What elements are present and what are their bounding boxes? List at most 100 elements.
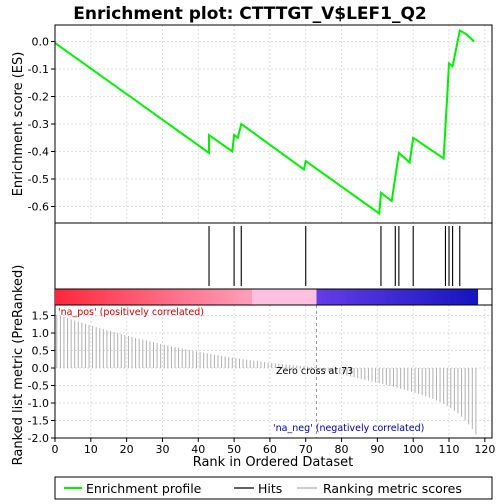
gradient-cell (466, 289, 471, 305)
gradient-cell (474, 289, 479, 305)
gradient-cell (445, 289, 450, 305)
hit-lines (208, 226, 461, 286)
gradient-cell (266, 289, 271, 305)
gradient-cell (441, 289, 446, 305)
gradient-cell (452, 289, 457, 305)
top-ytick-label: -0.1 (28, 63, 49, 76)
gradient-cell (219, 289, 224, 305)
gradient-cell (395, 289, 400, 305)
top-ytick-label: 0.0 (32, 36, 50, 49)
gradient-cell (323, 289, 328, 305)
gradient-cell (416, 289, 421, 305)
gradient-cell (431, 289, 436, 305)
gradient-cell (438, 289, 443, 305)
gradient-cell (463, 289, 468, 305)
gradient-cell (130, 289, 135, 305)
gradient-cell (277, 289, 282, 305)
bottom-xtick-label: 120 (474, 443, 495, 456)
gradient-cell (352, 289, 357, 305)
gradient-cell (334, 289, 339, 305)
bottom-ytick-label: 1.0 (32, 327, 50, 340)
gradient-cell (194, 289, 199, 305)
bottom-xtick-label: 80 (335, 443, 349, 456)
gradient-cell (291, 289, 296, 305)
gradient-cell (345, 289, 350, 305)
gradient-cell (330, 289, 335, 305)
legend: Enrichment profile Hits Ranking metric s… (54, 476, 493, 500)
bottom-panel: 1.5 1.0 0.5 0.0 -0.5 -1.0 -1.5 -2.0 0 10 20 30 40 50… (28, 304, 495, 456)
bottom-xtick-label: 100 (403, 443, 424, 456)
top-ytick-label: -0.2 (28, 91, 49, 104)
gradient-cell (423, 289, 428, 305)
gradient-cell (237, 289, 242, 305)
gradient-cell (359, 289, 364, 305)
gradient-cell (255, 289, 260, 305)
gradient-cell (209, 289, 214, 305)
gradient-cell (123, 289, 128, 305)
gradient-cell (470, 289, 475, 305)
gradient-cell (101, 289, 106, 305)
gradient-cell (155, 289, 160, 305)
gradient-cell (380, 289, 385, 305)
gradient-cell (363, 289, 368, 305)
bottom-xtick-label: 0 (52, 443, 59, 456)
gradient-cell (94, 289, 99, 305)
gradient-cell (252, 289, 256, 305)
gradient-cell (69, 289, 74, 305)
rank-gradient-bar (54, 288, 493, 306)
bottom-ytick-label: -0.5 (28, 380, 49, 393)
gradient-cell (158, 289, 163, 305)
bottom-yticks: 1.5 1.0 0.5 0.0 -0.5 -1.0 -1.5 -2.0 (28, 310, 55, 445)
gradient-cell (284, 289, 289, 305)
top-yticks: 0.0 -0.1 -0.2 -0.3 -0.4 -0.5 -0.6 (28, 36, 55, 214)
gradient-cell (294, 289, 299, 305)
gradient-cell (366, 289, 371, 305)
gradient-cell (244, 289, 249, 305)
bottom-xtick-label: 70 (299, 443, 313, 456)
gradient-cell (273, 289, 278, 305)
gradient-cell (269, 289, 274, 305)
gradient-cell (355, 289, 360, 305)
gradient-cell (137, 289, 142, 305)
gradient-cell (126, 289, 131, 305)
gradient-cell (148, 289, 153, 305)
bottom-xtick-label: 60 (263, 443, 277, 456)
gradient-cell (169, 289, 174, 305)
gradient-cell (420, 289, 425, 305)
metric-bars (56, 314, 477, 435)
bottom-panel-frame (54, 304, 493, 439)
bottom-ytick-label: -1.0 (28, 397, 49, 410)
gradient-cell (409, 289, 414, 305)
gradient-cell (144, 289, 149, 305)
enrichment-profile-line (54, 28, 475, 216)
gradient-cell (337, 289, 342, 305)
gradient-cell (191, 289, 196, 305)
gradient-cell (427, 289, 432, 305)
bottom-xtick-label: 30 (155, 443, 169, 456)
gradient-cell (327, 289, 332, 305)
bottom-ytick-label: -2.0 (28, 432, 49, 445)
gradient-cell (398, 289, 403, 305)
gradient-cell (434, 289, 439, 305)
gradient-cell (72, 289, 77, 305)
legend-frame (54, 476, 493, 500)
bottom-xtick-label: 90 (370, 443, 384, 456)
pos-correlated-label: 'na_pos' (positively correlated) (58, 307, 204, 318)
gradient-cell (391, 289, 396, 305)
bottom-xtick-label: 110 (439, 443, 460, 456)
gradient-cell (76, 289, 81, 305)
gradient-cell (248, 289, 253, 305)
bottom-ytick-label: 0.5 (32, 345, 50, 358)
gradient-cell (90, 289, 95, 305)
gradient-cell (348, 289, 353, 305)
gradient-cell (83, 289, 88, 305)
gradient-cell (105, 289, 110, 305)
gradient-cell (241, 289, 246, 305)
gradient-cell (112, 289, 117, 305)
gradient-cell (55, 289, 59, 305)
gradient-cell (80, 289, 85, 305)
gradient-cell (377, 289, 382, 305)
gradient-cell (373, 289, 378, 305)
bottom-ytick-label: 0.0 (32, 362, 50, 375)
